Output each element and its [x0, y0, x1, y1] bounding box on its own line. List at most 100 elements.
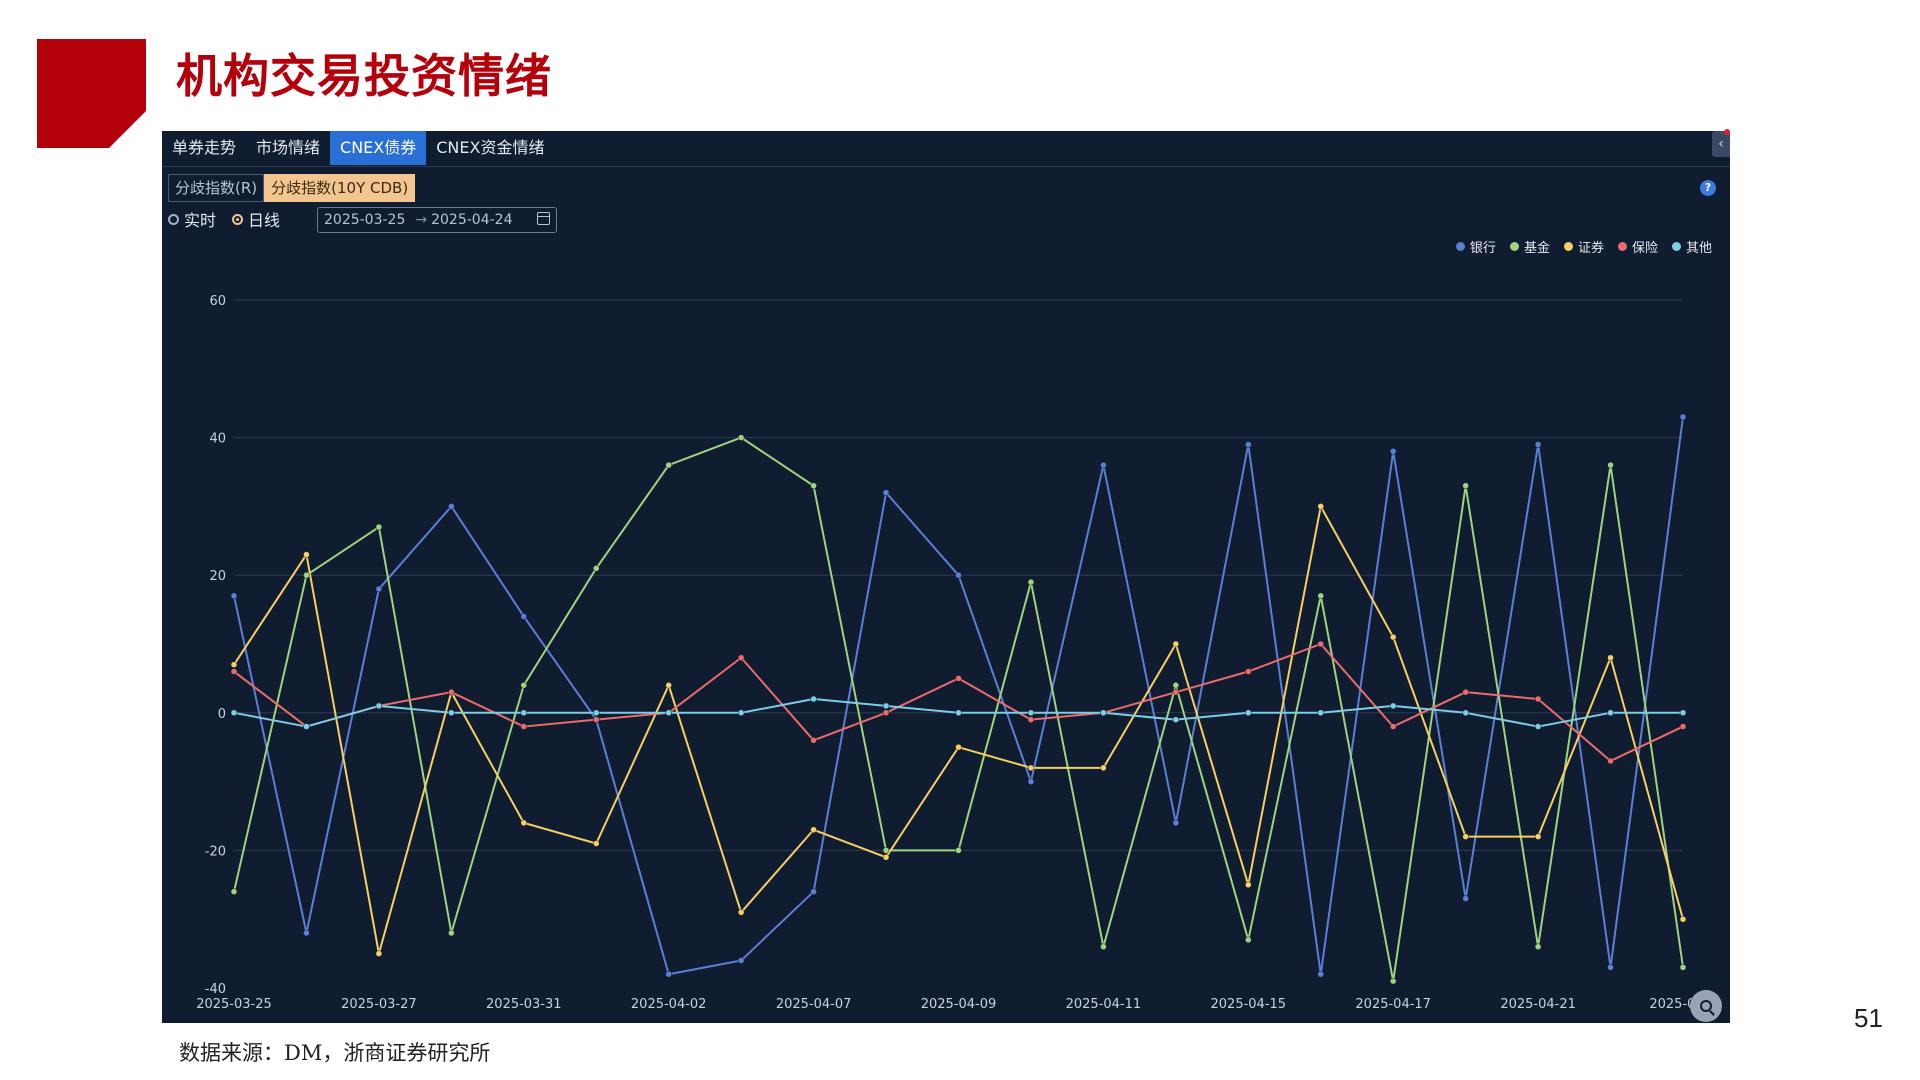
- series-line: [233, 643, 1684, 762]
- data-point: [520, 613, 528, 620]
- data-point: [737, 434, 745, 441]
- radio-realtime-label: 实时: [184, 211, 217, 230]
- data-point: [1389, 702, 1397, 710]
- radio-realtime[interactable]: 实时: [168, 207, 216, 231]
- data-point: [882, 854, 890, 861]
- data-point: [1172, 819, 1180, 827]
- data-point: [1027, 716, 1035, 723]
- data-point: [1100, 461, 1107, 469]
- data-point: [882, 702, 890, 710]
- data-point: [882, 709, 890, 717]
- data-point: [1462, 482, 1469, 490]
- data-point: [448, 709, 455, 717]
- data-point: [1462, 709, 1469, 717]
- data-point: [1027, 709, 1035, 717]
- data-point: [520, 723, 528, 730]
- data-point: [1100, 709, 1107, 717]
- data-point: [1607, 757, 1614, 765]
- data-point: [1534, 943, 1542, 950]
- data-point: [1172, 682, 1180, 689]
- red-logo-block: [37, 39, 146, 148]
- radio-button-icon: [168, 213, 179, 225]
- legend-swatch: [1455, 242, 1465, 251]
- date-end[interactable]: 2025-04-24: [431, 212, 513, 228]
- legend-item[interactable]: 基金: [1509, 237, 1550, 256]
- notification-dot: [1724, 129, 1730, 135]
- data-point: [230, 661, 238, 668]
- data-point: [810, 695, 817, 703]
- legend-label: 证券: [1577, 241, 1604, 256]
- data-point: [1172, 716, 1180, 723]
- data-point: [1027, 764, 1035, 772]
- legend-swatch: [1509, 242, 1519, 251]
- data-point: [665, 970, 672, 978]
- calendar-icon[interactable]: [537, 212, 550, 225]
- data-point: [1245, 936, 1252, 944]
- chevron-left-icon[interactable]: ‹: [1712, 131, 1730, 157]
- legend-item[interactable]: 保险: [1617, 237, 1658, 256]
- data-point: [1100, 764, 1107, 772]
- legend-item[interactable]: 其他: [1671, 237, 1712, 256]
- data-point: [448, 929, 455, 937]
- date-range-picker[interactable]: 2025-03-25 → 2025-04-24: [317, 207, 557, 233]
- data-point: [882, 847, 890, 854]
- data-point: [1607, 654, 1614, 662]
- data-point: [1172, 640, 1180, 648]
- y-tick-label: 60: [209, 294, 226, 309]
- tab-bar: 单券走势 市场情绪 CNEX债券 CNEX资金情绪: [162, 131, 554, 167]
- data-point: [1389, 633, 1397, 641]
- data-point: [1534, 833, 1542, 840]
- index-toggle: 分歧指数(R) 分歧指数(10Y CDB): [168, 174, 416, 202]
- question-icon[interactable]: ?: [1700, 180, 1716, 196]
- data-point: [303, 551, 310, 558]
- index-toggle-10y-cdb[interactable]: 分歧指数(10Y CDB): [264, 174, 416, 202]
- legend-label: 银行: [1469, 241, 1496, 256]
- legend-swatch: [1671, 242, 1681, 251]
- data-point: [955, 743, 962, 751]
- data-point: [810, 888, 817, 895]
- radio-daily[interactable]: 日线: [232, 207, 280, 231]
- search-icon[interactable]: [1690, 990, 1722, 1022]
- data-point: [665, 682, 672, 689]
- zoom-lens-icon: [1700, 1000, 1712, 1012]
- data-point: [1679, 964, 1687, 971]
- date-start[interactable]: 2025-03-25: [324, 212, 406, 228]
- data-point: [1389, 977, 1397, 985]
- data-point: [737, 909, 745, 916]
- x-tick-label: 2025-04-02: [631, 997, 707, 1012]
- data-point: [1172, 688, 1180, 696]
- data-point: [375, 585, 383, 593]
- data-point: [810, 482, 817, 490]
- x-tick-label: 2025-04-21: [1500, 997, 1576, 1012]
- data-point: [1027, 578, 1035, 586]
- data-point: [1607, 709, 1614, 717]
- index-toggle-r[interactable]: 分歧指数(R): [168, 174, 265, 202]
- legend-item[interactable]: 银行: [1455, 237, 1496, 256]
- legend-swatch: [1563, 242, 1573, 251]
- tab-cnex-bond[interactable]: CNEX债券: [330, 131, 427, 165]
- x-tick-label: 2025-04-17: [1355, 997, 1431, 1012]
- data-point: [520, 709, 528, 717]
- data-point: [737, 709, 745, 717]
- legend-item[interactable]: 证券: [1563, 237, 1604, 256]
- tab-single-bond[interactable]: 单券走势: [172, 138, 237, 157]
- data-point: [230, 592, 238, 600]
- tab-market-sentiment[interactable]: 市场情绪: [256, 138, 321, 157]
- data-point: [1317, 970, 1324, 978]
- data-point: [593, 709, 600, 717]
- data-point: [955, 571, 962, 579]
- data-point: [375, 950, 383, 957]
- data-point: [375, 523, 383, 531]
- legend-label: 保险: [1631, 241, 1658, 256]
- y-tick-label: 0: [218, 707, 226, 722]
- data-point: [665, 709, 672, 717]
- data-point: [593, 716, 600, 723]
- data-point: [230, 888, 238, 895]
- x-tick-label: 2025-03-31: [486, 997, 562, 1012]
- data-point: [448, 503, 455, 510]
- data-point: [1679, 723, 1687, 730]
- data-point: [1462, 895, 1469, 902]
- y-tick-label: -20: [205, 844, 226, 859]
- tab-cnex-funding-sentiment[interactable]: CNEX资金情绪: [436, 138, 545, 157]
